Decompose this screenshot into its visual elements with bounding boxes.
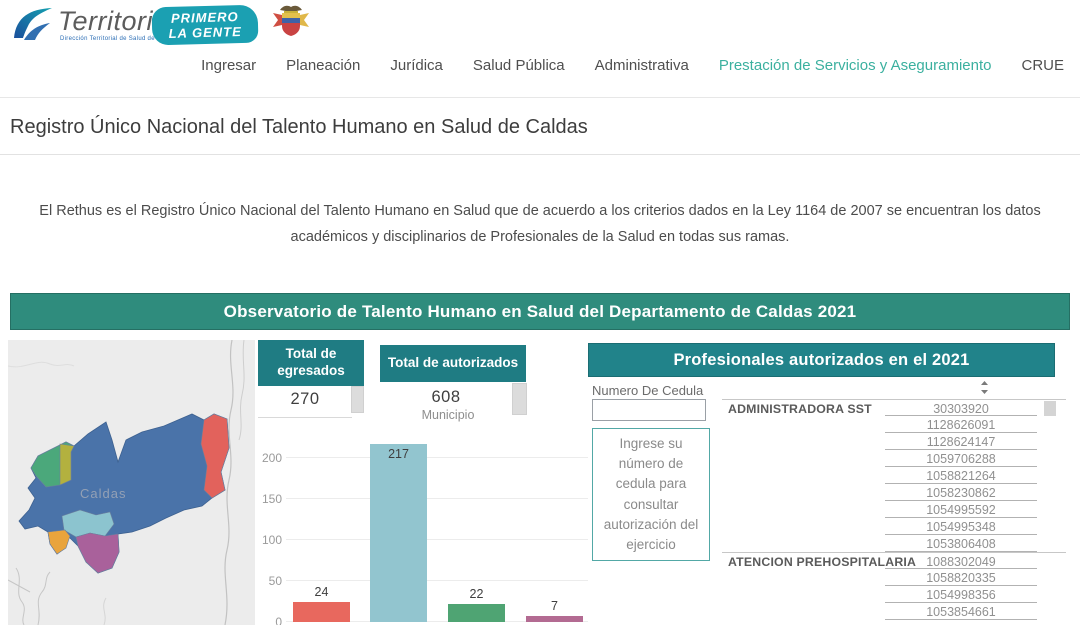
colombia-coat-of-arms-icon [272, 4, 310, 43]
sort-icon[interactable] [980, 381, 989, 399]
cedula-number-cell[interactable]: 30303920 [885, 400, 1037, 416]
table-row[interactable]: 1053806408 [722, 535, 1066, 552]
profession-group-label [722, 484, 885, 501]
map-region-label: Caldas [80, 486, 127, 501]
cedula-number-cell[interactable]: 1053806408 [885, 535, 1037, 552]
table-scrollbar-thumb[interactable] [1044, 401, 1056, 416]
title-band: Registro Único Nacional del Talento Huma… [0, 97, 1080, 155]
profession-group-label [722, 416, 885, 433]
stat-egresados-header: Total de egresados [258, 340, 364, 386]
table-row[interactable]: ATENCION PREHOSPITALARIA 1088302049 [722, 552, 1066, 569]
table-row[interactable]: 1054995592 [722, 501, 1066, 518]
cedula-number-cell[interactable]: 1058230862 [885, 484, 1037, 501]
main-nav: Ingresar Planeación Jurídica Salud Públi… [201, 57, 1064, 74]
chart-gridline [286, 580, 588, 581]
nav-item-administrativa[interactable]: Administrativa [594, 57, 689, 74]
page-header: Territorial Dirección Territorial de Sal… [0, 0, 1080, 97]
page-title: Registro Único Nacional del Talento Huma… [10, 116, 588, 138]
caldas-map-svg [7, 339, 255, 625]
table-row[interactable]: 1128624147 [722, 433, 1066, 450]
nav-item-planeacion[interactable]: Planeación [286, 57, 361, 74]
cedula-number-cell[interactable]: 1053854661 [885, 603, 1037, 620]
nav-item-juridica[interactable]: Jurídica [390, 57, 443, 74]
nav-item-crue[interactable]: CRUE [1021, 57, 1064, 74]
cedula-number-cell[interactable]: 1128624147 [885, 433, 1037, 450]
table-row[interactable]: 1054998356 [722, 586, 1066, 603]
cedula-label: Numero De Cedula [592, 383, 704, 398]
profession-group-label [722, 586, 885, 603]
chart-tick-label: 200 [261, 451, 282, 465]
chart-gridline [286, 539, 588, 540]
table-row[interactable]: 1058821264 [722, 467, 1066, 484]
chart-bar-value: 22 [469, 586, 484, 601]
stat-egresados-value: 270 [258, 390, 352, 418]
table-row[interactable]: 1058230862 [722, 484, 1066, 501]
chart-gridline [286, 498, 588, 499]
professionals-table: ADMINISTRADORA SST 30303920 1128626091 1128… [722, 381, 1066, 620]
profession-group-label [722, 433, 885, 450]
chart-bar[interactable] [448, 603, 505, 622]
table-row[interactable]: ADMINISTRADORA SST 30303920 [722, 399, 1066, 416]
territorial-swoosh-icon [8, 4, 54, 49]
cedula-number-cell[interactable]: 1058821264 [885, 467, 1037, 484]
chart-gridline [286, 621, 588, 622]
cedula-number-cell[interactable]: 1088302049 [885, 553, 1037, 569]
cedula-instruction-text: Ingrese su número de cedula para consult… [603, 435, 699, 552]
bar-chart-title: Municipio [421, 408, 475, 422]
chart-bar-value: 24 [314, 585, 329, 600]
chart-tick-label: 100 [261, 533, 282, 547]
cedula-number-cell[interactable]: 1054995348 [885, 518, 1037, 535]
cedula-number-cell[interactable]: 1054995592 [885, 501, 1037, 518]
profession-group-label [722, 518, 885, 535]
chart-tick-label: 0 [275, 615, 282, 625]
table-row[interactable]: 1054995348 [722, 518, 1066, 535]
cedula-number-cell[interactable]: 1058820335 [885, 569, 1037, 586]
chart-bar-value: 217 [388, 447, 409, 462]
chart-tick-label: 50 [268, 574, 282, 588]
primero-la-gente-badge: PRIMERO LA GENTE [151, 4, 259, 46]
chart-bar[interactable] [526, 616, 583, 622]
cedula-input[interactable] [592, 399, 706, 421]
profession-group-label [722, 535, 885, 552]
chart-tick-label: 150 [261, 492, 282, 506]
dashboard-banner: Observatorio de Talento Humano en Salud … [10, 293, 1070, 330]
professionals-panel-header: Profesionales autorizados en el 2021 [588, 343, 1055, 377]
chart-bar[interactable] [293, 602, 350, 622]
autorizados-scrollbar-thumb[interactable] [512, 383, 527, 415]
bar-chart-plot: 0 50 100 150 200 24 217 22 7 [258, 430, 588, 625]
chart-bar-value: 7 [551, 599, 558, 614]
stat-autorizados-header: Total de autorizados [380, 345, 526, 382]
badge-line2: LA GENTE [168, 24, 243, 41]
table-row[interactable]: 1058820335 [722, 569, 1066, 586]
dashboard-banner-title: Observatorio de Talento Humano en Salud … [223, 301, 857, 321]
nav-item-salud-publica[interactable]: Salud Pública [472, 57, 565, 74]
egresados-scrollbar-thumb[interactable] [351, 386, 364, 413]
brand-subtitle: Dirección Territorial de Salud de Caldas [60, 36, 178, 42]
profession-group-label [722, 501, 885, 518]
nav-item-prestacion-servicios[interactable]: Prestación de Servicios y Aseguramiento [718, 57, 992, 74]
profession-group-label: ATENCION PREHOSPITALARIA [728, 555, 917, 569]
nav-item-ingresar[interactable]: Ingresar [201, 57, 257, 74]
table-row[interactable]: 1053854661 [722, 603, 1066, 620]
profession-group-label [722, 467, 885, 484]
cedula-number-cell[interactable]: 1128626091 [885, 416, 1037, 433]
chart-gridline [286, 457, 588, 458]
intro-text: El Rethus es el Registro Único Nacional … [39, 203, 1041, 246]
profession-group-label [722, 450, 885, 467]
profession-group-label: ADMINISTRADORA SST [728, 402, 872, 416]
professional-table-body: ADMINISTRADORA SST 30303920 1128626091 1128… [722, 399, 1066, 620]
professionals-panel-title: Profesionales autorizados en el 2021 [673, 350, 970, 369]
cedula-number-cell[interactable]: 1059706288 [885, 450, 1037, 467]
stat-autorizados-value: 608 [431, 388, 461, 406]
table-row[interactable]: 1128626091 [722, 416, 1066, 433]
cedula-number-cell[interactable]: 1054998356 [885, 586, 1037, 603]
cedula-instruction-box: Ingrese su número de cedula para consult… [592, 428, 710, 561]
caldas-map[interactable]: Caldas [7, 339, 255, 625]
profession-group-label [722, 603, 885, 620]
table-row[interactable]: 1059706288 [722, 450, 1066, 467]
profession-group-label [722, 569, 885, 586]
chart-bar[interactable] [370, 444, 427, 622]
